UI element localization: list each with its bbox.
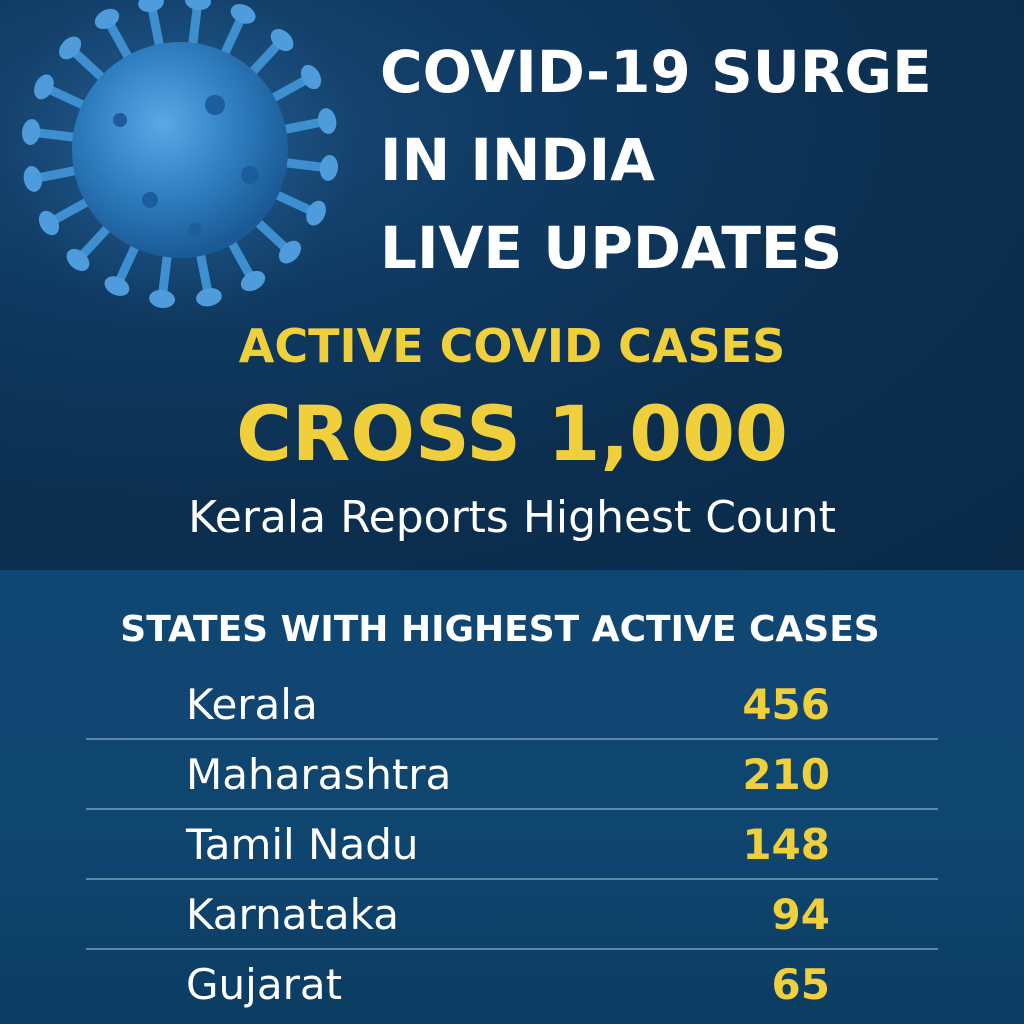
- case-count: 210: [742, 750, 830, 799]
- table-row: Gujarat 65: [86, 950, 938, 1020]
- virus-spike-tip: [59, 36, 82, 60]
- highlight-line-1: ACTIVE COVID CASES: [238, 319, 786, 373]
- virus-spike-tip: [22, 119, 41, 145]
- virus-spike-tip: [300, 64, 322, 90]
- state-name: Kerala: [186, 680, 318, 729]
- virus-spike-tip: [34, 74, 54, 100]
- state-name: Maharashtra: [186, 750, 452, 799]
- headline-line-3: LIVE UPDATES: [380, 214, 843, 282]
- table-row: Maharashtra 210: [86, 740, 938, 810]
- headline-line-2: IN INDIA: [380, 126, 656, 194]
- virus-spike-tip: [94, 8, 120, 30]
- highlight-line-2: CROSS 1,000: [236, 389, 788, 478]
- virus-illustration-icon: [5, 0, 355, 325]
- virus-spike-tip: [23, 166, 42, 192]
- headline: COVID-19 SURGE IN INDIA LIVE UPDATES: [380, 28, 932, 292]
- virus-spike-tip: [196, 288, 222, 307]
- virus-spike-tip: [278, 240, 301, 264]
- virus-spike-tip: [240, 270, 266, 292]
- highlight-line-3: Kerala Reports Highest Count: [188, 492, 836, 543]
- virus-spike-tip: [185, 0, 211, 11]
- virus-spike-tip: [270, 29, 294, 52]
- virus-spike-tip: [66, 248, 90, 271]
- case-count: 65: [771, 960, 830, 1009]
- virus-spike-tip: [138, 0, 164, 12]
- headline-line-1: COVID-19 SURGE: [380, 38, 932, 106]
- table-title: STATES WITH HIGHEST ACTIVE CASES: [120, 609, 880, 650]
- virus-spike-tip: [149, 289, 175, 308]
- state-name: Karnataka: [186, 890, 399, 939]
- state-name: Tamil Nadu: [186, 820, 419, 869]
- states-table: Kerala 456 Maharashtra 210 Tamil Nadu 14…: [86, 670, 938, 1020]
- case-count: 148: [742, 820, 830, 869]
- virus-spike-tip: [104, 276, 130, 296]
- case-count: 94: [771, 890, 830, 939]
- table-row: Tamil Nadu 148: [86, 810, 938, 880]
- virus-spike-tip: [38, 210, 60, 236]
- virus-spike-tip: [306, 200, 326, 226]
- case-count: 456: [742, 680, 830, 729]
- table-row: Kerala 456: [86, 670, 938, 740]
- virus-spike-tip: [318, 108, 337, 134]
- virus-spike-tip: [319, 155, 338, 181]
- table-row: Karnataka 94: [86, 880, 938, 950]
- virus-spike-tip: [230, 4, 256, 24]
- state-name: Gujarat: [186, 960, 343, 1009]
